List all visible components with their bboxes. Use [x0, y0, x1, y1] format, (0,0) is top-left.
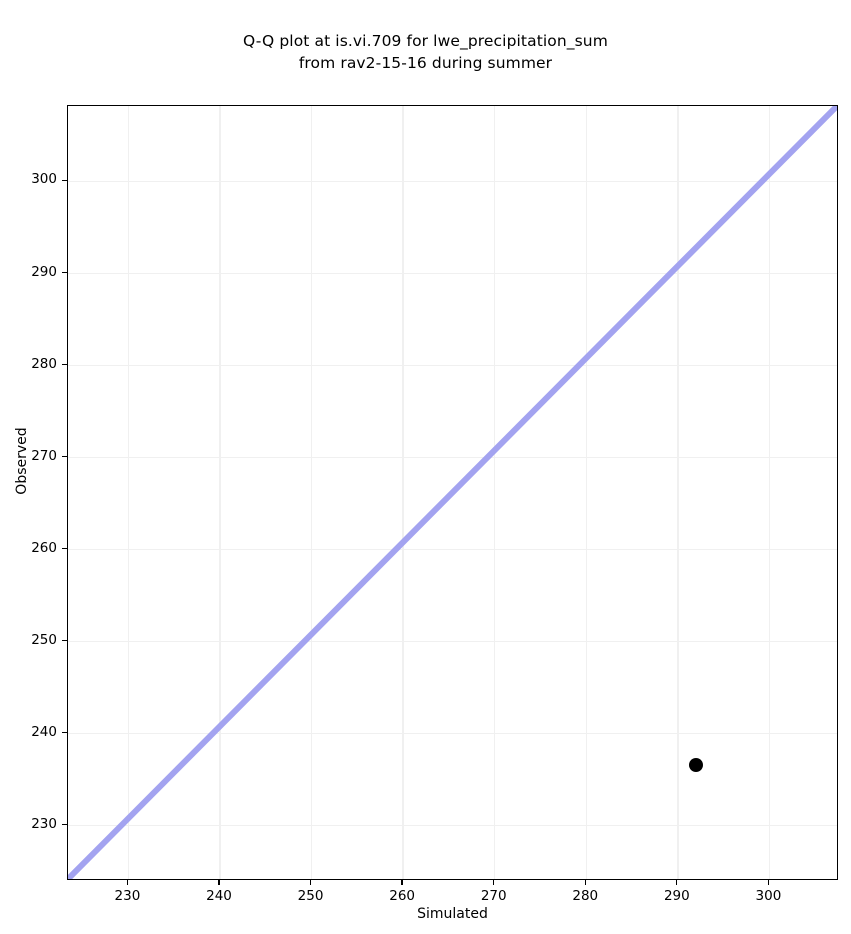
gridline-vertical	[494, 106, 496, 879]
x-tick-label: 300	[755, 888, 782, 904]
x-tick-label: 260	[389, 888, 416, 904]
y-tick-mark	[62, 363, 67, 366]
gridline-vertical	[219, 106, 221, 879]
gridline-horizontal	[68, 364, 837, 367]
x-tick-label: 250	[297, 888, 324, 904]
gridline-vertical	[127, 106, 130, 879]
x-tick-label: 240	[206, 888, 232, 904]
y-tick-label: 240	[31, 723, 57, 740]
y-tick-mark	[62, 732, 67, 734]
x-tick-label: 280	[572, 888, 599, 904]
y-tick-mark	[62, 455, 67, 458]
y-tick-label: 270	[31, 447, 57, 464]
x-tick-mark	[493, 880, 495, 885]
gridline-vertical	[585, 106, 587, 879]
data-point	[689, 758, 704, 773]
gridline-horizontal	[68, 825, 837, 827]
page-title: Q-Q plot at is.vi.709 for lwe_precipitat…	[0, 8, 851, 96]
y-tick-label: 290	[31, 263, 57, 280]
y-tick-mark	[62, 271, 67, 274]
chart-title-line-1: Q-Q plot at is.vi.709 for lwe_precipitat…	[243, 32, 608, 50]
gridline-vertical	[310, 106, 313, 879]
gridline-horizontal	[68, 548, 837, 551]
x-axis-label: Simulated	[417, 906, 488, 922]
y-axis-tick-labels: 230 240 250 260 270 280 290 300	[0, 0, 57, 934]
chart-title-line-2: from rav2-15-16 during summer	[298, 54, 553, 72]
gridline-vertical	[677, 106, 679, 879]
y-tick-label: 250	[31, 631, 57, 648]
x-tick-label: 290	[663, 888, 690, 904]
x-tick-mark	[676, 880, 678, 885]
plot-area	[67, 105, 838, 880]
x-tick-label: 270	[480, 888, 507, 904]
x-tick-mark	[767, 880, 770, 885]
gridline-horizontal	[68, 733, 837, 735]
y-tick-label: 260	[31, 539, 57, 556]
gridline-horizontal	[68, 640, 837, 643]
y-tick-mark	[62, 824, 67, 826]
gridline-horizontal	[68, 180, 837, 183]
y-tick-mark	[62, 179, 67, 182]
x-tick-mark	[218, 880, 220, 885]
one-to-one-reference-line	[68, 106, 837, 879]
y-tick-label: 300	[31, 171, 57, 188]
y-tick-label: 280	[31, 355, 57, 372]
y-axis-label: Observed	[14, 427, 30, 495]
y-tick-mark	[62, 547, 67, 550]
y-tick-mark	[62, 640, 67, 642]
x-tick-mark	[126, 880, 129, 885]
gridline-horizontal	[68, 272, 837, 275]
y-tick-label: 230	[31, 815, 57, 832]
gridline-vertical	[402, 106, 404, 879]
gridline-horizontal	[68, 456, 837, 459]
x-tick-mark	[584, 880, 586, 885]
x-tick-mark	[401, 880, 403, 885]
x-tick-label: 230	[114, 888, 141, 904]
x-tick-mark	[309, 880, 312, 885]
gridline-vertical	[768, 106, 771, 879]
